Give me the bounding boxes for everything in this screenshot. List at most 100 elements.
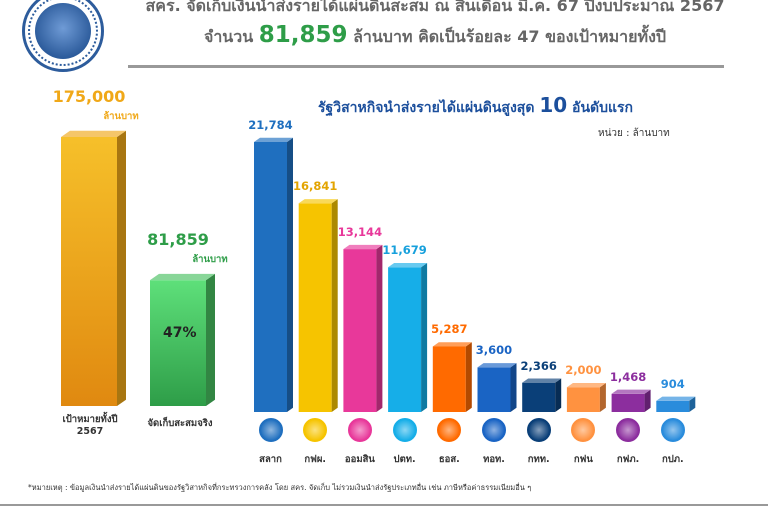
top10-value-label: 16,841 xyxy=(292,179,338,194)
top10-bar-7-side xyxy=(599,383,606,412)
top10-bar-1-top xyxy=(298,199,338,204)
percent-label: 47% xyxy=(163,325,197,341)
top10-bar-9-front xyxy=(656,400,690,412)
top10-title-suffix: อันดับแรก xyxy=(572,100,634,116)
garuda-emblem-icon xyxy=(35,3,91,59)
top10-bar-8 xyxy=(611,389,651,412)
top10-value-label: 13,144 xyxy=(337,225,383,240)
top10-bar-9-top xyxy=(656,396,696,401)
top10-bar-0-front xyxy=(254,142,287,412)
top10-value-label: 21,784 xyxy=(248,118,293,132)
top10-bar-5-front xyxy=(477,367,511,412)
subtitle-suffix: ล้านบาท คิดเป็นร้อยละ 47 ของเป้าหมายทั้ง… xyxy=(353,27,667,46)
top10-bar-3-front xyxy=(388,267,422,412)
summary-bar-1-front xyxy=(150,280,206,406)
top10-bar-2-side xyxy=(376,244,383,412)
top10-bar-4-front xyxy=(432,346,466,412)
top10-category-label: กปภ. xyxy=(661,454,684,465)
top10-bar-1 xyxy=(298,199,338,412)
top10-bar-5 xyxy=(477,363,517,412)
summary-value-label: 81,859 xyxy=(147,230,209,250)
top10-bar-8-top xyxy=(611,389,651,394)
gsb-icon xyxy=(347,418,372,442)
ptt-icon xyxy=(392,418,417,442)
top10-bar-7 xyxy=(566,383,606,412)
top10-category-label: กฟภ. xyxy=(616,454,640,465)
top10-bar-4-side xyxy=(465,342,472,412)
top10-bar-6-side xyxy=(555,378,562,412)
summary-bar-0-top xyxy=(61,130,126,137)
top10-category-label: ธอส. xyxy=(438,454,460,465)
unit-label: หน่วย : ล้านบาท xyxy=(598,128,670,139)
summary-bar-1-top xyxy=(150,273,215,281)
top10-value-label: 904 xyxy=(660,376,685,391)
pea-icon xyxy=(616,418,641,442)
top10-value-label: 3,600 xyxy=(475,343,513,358)
top10-bar-0-side xyxy=(287,137,293,413)
summary-category-label-1: จัดเก็บสะสมจริง xyxy=(147,418,213,429)
top10-category-label: ทอท. xyxy=(483,454,505,465)
summary-bar-0-front xyxy=(61,137,117,406)
mea-icon xyxy=(571,418,596,442)
port-authority-icon xyxy=(526,418,551,442)
top10-bar-2 xyxy=(343,244,383,412)
top10-category-label: กฟน xyxy=(573,454,593,465)
top10-bar-3-side xyxy=(421,263,428,412)
top10-bar-3 xyxy=(388,263,428,412)
header-divider xyxy=(128,65,724,68)
top10-bar-8-front xyxy=(611,393,645,412)
summary-unit-label: ล้านบาท xyxy=(192,254,228,266)
top10-bar-0 xyxy=(254,137,293,413)
top10-bar-4 xyxy=(432,342,472,412)
aot-icon xyxy=(482,418,506,442)
top10-category-label: กฟผ. xyxy=(304,454,327,465)
top10-bar-8-side xyxy=(644,389,651,412)
top10-bar-6 xyxy=(522,378,562,412)
top10-bar-1-front xyxy=(298,203,332,412)
top10-category-label: ออมสิน xyxy=(344,454,375,465)
top10-category-label: กทท. xyxy=(527,454,550,465)
top10-chart-title: รัฐวิสาหกิจนำส่งรายได้แผ่นดินสูงสุด 10 อ… xyxy=(318,93,633,119)
top10-title-prefix: รัฐวิสาหกิจนำส่งรายได้แผ่นดินสูงสุด xyxy=(318,100,535,116)
top10-bar-2-top xyxy=(343,244,383,250)
egat-icon xyxy=(303,418,328,442)
top10-value-label: 1,468 xyxy=(609,369,647,384)
logo-ring xyxy=(28,0,98,66)
top10-bar-4-top xyxy=(432,342,472,347)
summary-bar-0 xyxy=(61,130,126,406)
summary-bar-0-side xyxy=(117,130,126,406)
top10-bar-1-side xyxy=(331,199,338,412)
subtitle-prefix: จำนวน xyxy=(203,27,254,46)
ghb-icon xyxy=(437,418,462,442)
top10-value-label: 2,366 xyxy=(520,358,557,373)
top10-bar-3-top xyxy=(388,263,428,268)
top10-title-number: 10 xyxy=(539,93,568,117)
top10-bar-6-front xyxy=(522,382,556,412)
top10-bar-2-front xyxy=(343,249,377,412)
summary-category-label-0: เป้าหมายทั้งปี 2567 xyxy=(62,414,118,437)
top10-bar-5-side xyxy=(510,363,517,412)
page-title: สคร. จัดเก็บเงินนำส่งรายได้แผ่นดินสะสม ณ… xyxy=(145,0,725,15)
summary-value-label: 175,000 xyxy=(52,87,126,106)
top10-category-label: ปตท. xyxy=(393,454,416,465)
total-amount: 81,859 xyxy=(258,22,348,48)
summary-bar-1-side xyxy=(206,273,215,406)
top10-bar-9 xyxy=(656,396,696,412)
top10-bar-5-top xyxy=(477,363,517,368)
agency-logo xyxy=(22,0,104,72)
page-subtitle: จำนวน 81,859 ล้านบาท คิดเป็นร้อยละ 47 ขอ… xyxy=(110,22,760,50)
top10-value-label: 2,000 xyxy=(565,363,602,378)
summary-unit-label: ล้านบาท xyxy=(103,111,139,122)
lottery-office-icon xyxy=(258,418,283,442)
top10-bar-0-top xyxy=(254,137,293,142)
top10-value-label: 11,679 xyxy=(382,243,427,258)
top10-bar-7-top xyxy=(566,383,606,388)
top10-bar-6-top xyxy=(522,378,562,383)
pwa-icon xyxy=(660,418,685,442)
summary-bar-1 xyxy=(150,273,215,406)
top10-bar-9-side xyxy=(689,396,696,412)
top10-value-label: 5,287 xyxy=(431,322,468,337)
footnote: *หมายเหตุ : ข้อมูลเงินนำส่งรายได้แผ่นดิน… xyxy=(28,483,532,492)
footer-divider xyxy=(0,504,768,506)
